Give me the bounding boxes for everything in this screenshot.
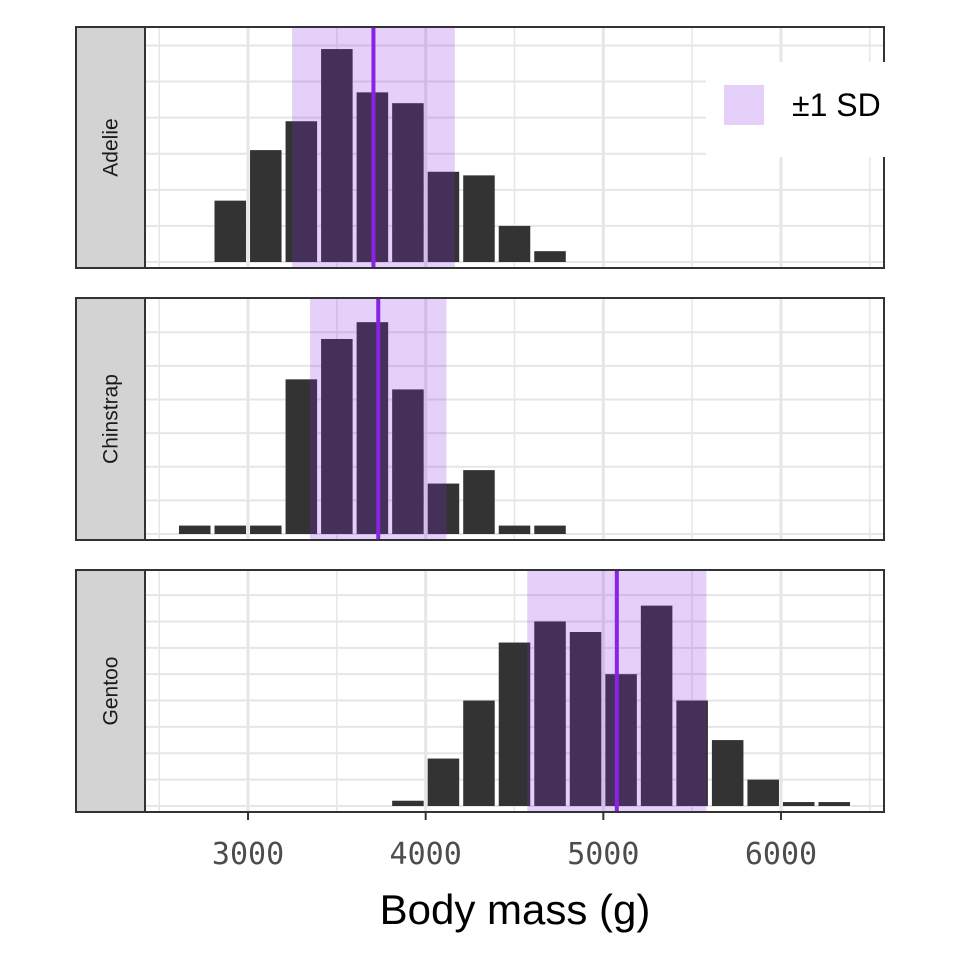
legend-label: ±1 SD: [792, 87, 881, 123]
histogram-bar: [427, 483, 460, 534]
histogram-bar: [498, 225, 531, 262]
facet-strip-label: Chinstrap: [100, 374, 123, 464]
histogram-bar: [392, 389, 424, 534]
histogram-bar: [818, 802, 851, 806]
histogram-bar: [285, 121, 318, 262]
histogram-bar: [285, 379, 318, 534]
x-tick-label: 3000: [212, 837, 284, 872]
panels-layer: Adelie Chinstrap Gentoo: [75, 26, 885, 813]
facet-strip: [75, 569, 146, 813]
histogram-bar: [782, 802, 815, 806]
histogram-bar: [427, 171, 460, 262]
histogram-bar: [534, 251, 566, 262]
histogram-bar: [356, 322, 389, 534]
histogram-bar: [214, 200, 247, 262]
facet-strip: [75, 26, 146, 269]
legend-background: [706, 62, 902, 157]
histogram-bar: [569, 632, 602, 806]
histogram-bar: [250, 150, 282, 262]
x-axis: 3000 4000 5000 6000: [212, 812, 817, 872]
x-tick-label: 5000: [567, 837, 639, 872]
histogram-bar: [711, 740, 744, 806]
histogram-bar: [321, 49, 353, 262]
histogram-bar: [463, 470, 495, 534]
histogram-bar: [534, 621, 566, 806]
facet-gentoo: Gentoo: [75, 569, 885, 813]
histogram-bar: [676, 700, 708, 806]
x-axis-title: Body mass (g): [380, 886, 651, 933]
histogram-bar: [534, 525, 566, 534]
histogram-bar: [747, 779, 779, 806]
legend: ±1 SD: [706, 62, 902, 157]
facet-chinstrap: Chinstrap: [75, 297, 885, 541]
histogram-bar: [214, 525, 247, 534]
histogram-bar: [392, 800, 424, 806]
histogram-bar: [178, 525, 211, 534]
histogram-bar: [640, 605, 673, 806]
histogram-bar: [605, 674, 637, 806]
histogram-bar: [392, 103, 424, 262]
histogram-bar: [498, 642, 531, 806]
facet-strip-label: Adelie: [100, 118, 123, 176]
x-tick-label: 4000: [390, 837, 462, 872]
x-tick-label: 6000: [745, 837, 817, 872]
histogram-bar: [463, 700, 495, 806]
legend-key-sd-band: [724, 85, 764, 125]
facet-strip-label: Gentoo: [100, 657, 123, 726]
facet-strip: [75, 297, 146, 541]
histogram-bar: [463, 175, 495, 262]
histogram-bar: [427, 758, 460, 806]
histogram-bar: [250, 525, 282, 534]
histogram-bar: [498, 525, 531, 534]
histogram-bar: [321, 338, 353, 534]
